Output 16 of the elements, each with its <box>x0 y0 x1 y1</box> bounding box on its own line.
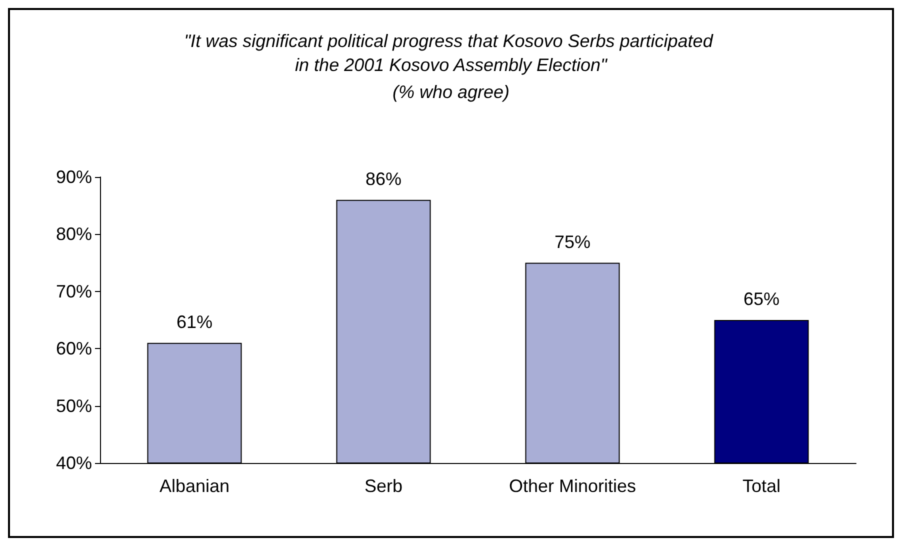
data-label: 86% <box>365 168 402 189</box>
y-tick-label: 80% <box>56 224 92 244</box>
data-label: 75% <box>554 232 591 252</box>
x-tick-label: Total <box>742 476 781 496</box>
chart-subtitle: (% who agree) <box>392 82 510 102</box>
y-tick-label: 90% <box>56 167 92 187</box>
x-tick-label: Albanian <box>159 476 230 496</box>
x-tick-label: Serb <box>364 476 403 496</box>
x-tick-label: Other Minorities <box>508 476 636 496</box>
data-label: 65% <box>743 289 780 309</box>
y-tick-label: 40% <box>56 453 92 473</box>
chart-title: "It was significant political progress that Kosovo Serbs participated in the 2001 Kosovo Assembly Election" <box>184 31 718 75</box>
y-tick-label: 70% <box>56 281 92 302</box>
y-tick-label: 60% <box>56 338 92 359</box>
data-label: 61% <box>176 312 213 332</box>
y-tick-label: 50% <box>56 396 92 416</box>
